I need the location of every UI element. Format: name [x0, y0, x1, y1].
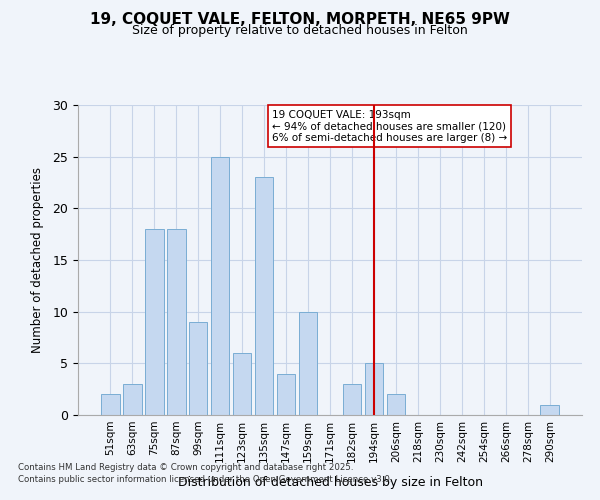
Bar	[189, 322, 208, 415]
Bar	[167, 229, 185, 415]
Y-axis label: Number of detached properties: Number of detached properties	[31, 167, 44, 353]
Bar	[299, 312, 317, 415]
Bar	[365, 364, 383, 415]
Text: 19 COQUET VALE: 193sqm
← 94% of detached houses are smaller (120)
6% of semi-det: 19 COQUET VALE: 193sqm ← 94% of detached…	[272, 110, 507, 143]
Text: Contains HM Land Registry data © Crown copyright and database right 2025.: Contains HM Land Registry data © Crown c…	[18, 464, 353, 472]
Bar	[123, 384, 142, 415]
Bar	[211, 156, 229, 415]
Text: 19, COQUET VALE, FELTON, MORPETH, NE65 9PW: 19, COQUET VALE, FELTON, MORPETH, NE65 9…	[90, 12, 510, 28]
Bar	[386, 394, 405, 415]
Text: Size of property relative to detached houses in Felton: Size of property relative to detached ho…	[132, 24, 468, 37]
Bar	[101, 394, 119, 415]
Text: Contains public sector information licensed under the Open Government Licence v3: Contains public sector information licen…	[18, 475, 392, 484]
Bar	[233, 353, 251, 415]
X-axis label: Distribution of detached houses by size in Felton: Distribution of detached houses by size …	[178, 476, 482, 489]
Bar	[277, 374, 295, 415]
Bar	[343, 384, 361, 415]
Bar	[255, 178, 274, 415]
Bar	[541, 404, 559, 415]
Bar	[145, 229, 164, 415]
